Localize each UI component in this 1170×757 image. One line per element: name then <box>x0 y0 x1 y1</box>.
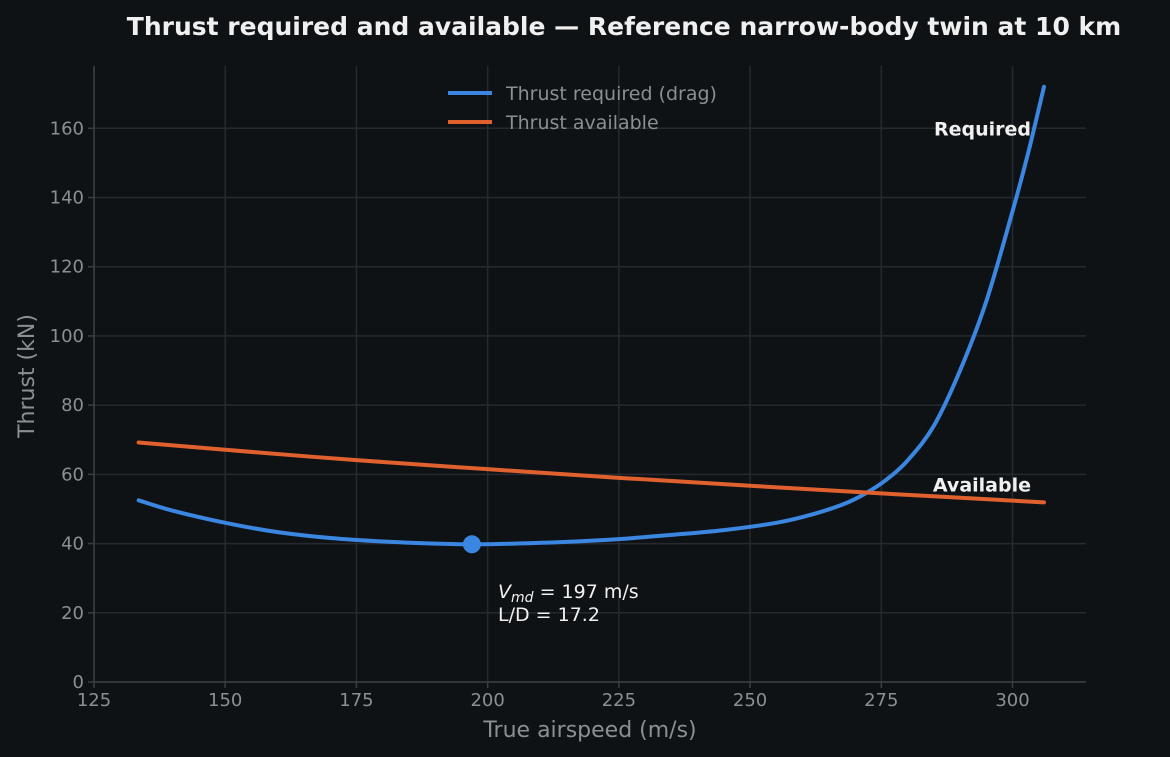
y-tick-label: 120 <box>50 257 84 278</box>
grid <box>93 66 1086 683</box>
min-drag-annotation: Vmd = 197 m/s <box>498 581 639 606</box>
x-tick-label: 275 <box>864 690 898 711</box>
thrust-required-line <box>136 84 1047 547</box>
y-axis-label: Thrust (kN) <box>15 314 40 439</box>
legend-label: Thrust required (drag) <box>505 83 717 105</box>
x-tick-label: 300 <box>995 690 1029 711</box>
lift-drag-annotation: L/D = 17.2 <box>498 604 600 626</box>
y-tick-label: 60 <box>61 464 84 485</box>
x-tick-label: 225 <box>602 690 636 711</box>
y-tick-label: 100 <box>50 326 84 347</box>
x-tick-label: 150 <box>208 690 242 711</box>
available-label: Available <box>933 475 1031 497</box>
series-layer: Required Available Vmd = 197 m/sL/D = 17.2 <box>136 84 1047 626</box>
x-tick-label: 125 <box>77 690 111 711</box>
legend: Thrust required (drag) Thrust available <box>448 83 717 134</box>
x-axis-label: True airspeed (m/s) <box>482 718 696 743</box>
y-tick-label: 160 <box>50 118 84 139</box>
y-tick-label: 80 <box>61 395 84 416</box>
legend-label: Thrust available <box>505 112 659 134</box>
y-tick-label: 40 <box>61 534 84 555</box>
axes: 125 150 175 200 225 250 275 300 0 20 40 60 80 100 120 1… <box>50 66 1086 711</box>
y-tick-label: 0 <box>73 672 84 693</box>
min-drag-marker <box>462 535 481 554</box>
x-tick-label: 200 <box>470 690 504 711</box>
required-label: Required <box>934 118 1031 140</box>
y-tick-label: 140 <box>50 188 84 209</box>
x-tick-label: 175 <box>339 690 373 711</box>
x-tick-label: 250 <box>733 690 767 711</box>
y-tick-label: 20 <box>61 603 84 624</box>
chart-title: Thrust required and available — Referenc… <box>127 12 1121 41</box>
thrust-available-line <box>136 440 1047 505</box>
